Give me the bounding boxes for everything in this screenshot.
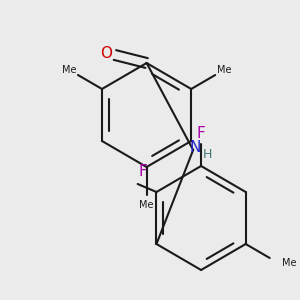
Text: N: N <box>190 140 201 155</box>
Text: Me: Me <box>282 258 297 268</box>
Text: F: F <box>197 127 206 142</box>
Text: Me: Me <box>62 65 76 75</box>
Text: Me: Me <box>140 200 154 210</box>
Text: Me: Me <box>217 65 231 75</box>
Text: H: H <box>202 148 212 160</box>
Text: F: F <box>138 164 147 179</box>
Text: O: O <box>100 46 112 61</box>
